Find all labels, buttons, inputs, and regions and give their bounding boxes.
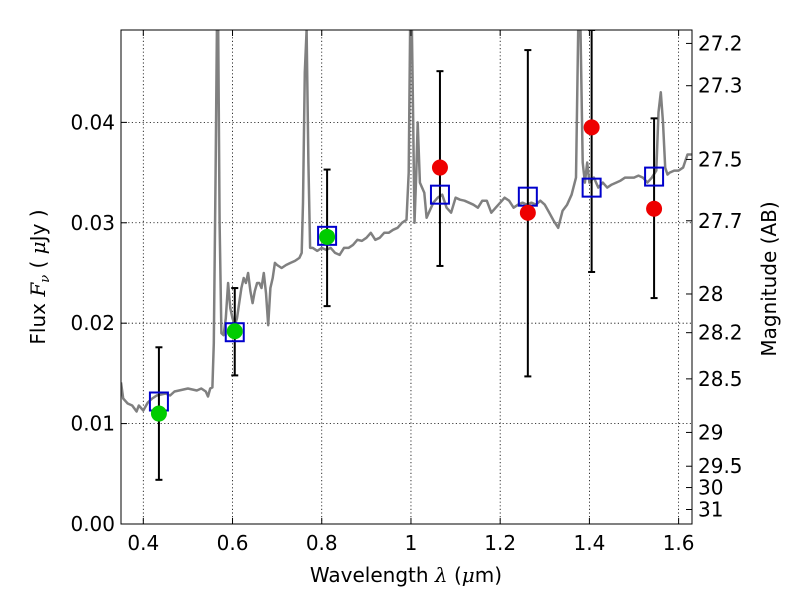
x-axis-title-text: Wavelength	[310, 563, 429, 587]
detection-point	[319, 228, 336, 245]
x-tick-label: 1	[405, 531, 418, 555]
y2-tick-label: 28	[698, 282, 723, 306]
y-axis-title: Flux Fν ( μJy )	[26, 209, 53, 344]
model-point-square	[429, 184, 450, 205]
plot-area	[121, 30, 692, 481]
x-axis-title: Wavelength λ (μm)	[310, 563, 502, 587]
x-tick-label: 0.8	[306, 531, 338, 555]
axis-ticks: 0.4 0.6 0.8 1 1.2 1.4 1.6 0.00 0.01 0.02 0.03 0.04 2…	[70, 30, 743, 555]
upper-limit-point	[583, 119, 600, 136]
x-tick-label: 1.6	[663, 531, 695, 555]
x-axis-title-unit-open: (	[448, 563, 462, 587]
upper-limit-point	[431, 159, 448, 176]
upper-limit-point	[646, 200, 663, 217]
y2-tick-label: 31	[698, 497, 723, 521]
y-axis-title-subscript: ν	[38, 275, 53, 283]
y-tick-label: 0.03	[70, 211, 115, 235]
y-axis-title-text: Flux	[26, 303, 50, 345]
y-axis-title-unit-open: (	[26, 261, 50, 269]
x-axis-title-symbol: λ	[434, 563, 448, 587]
model-point-square	[644, 166, 665, 187]
y2-tick-label: 27.3	[698, 74, 743, 98]
y-tick-label: 0.04	[70, 110, 115, 134]
x-tick-label: 0.4	[127, 531, 159, 555]
y-tick-label: 0.02	[70, 311, 115, 335]
y2-tick-label: 27.2	[698, 31, 743, 55]
x-tick-label: 1.2	[484, 531, 516, 555]
y-tick-label: 0.01	[70, 412, 115, 436]
detection-point	[150, 405, 167, 422]
x-tick-label: 1.4	[573, 531, 605, 555]
plot-frame	[120, 29, 693, 525]
y2-tick-label: 30	[698, 476, 723, 500]
x-axis-title-unit-mu: μ	[462, 563, 475, 587]
y2-tick-label: 28.2	[698, 321, 743, 345]
y2-tick-label: 29.5	[698, 454, 743, 478]
y2-tick-label: 27.5	[698, 147, 743, 171]
y2-tick-label: 29	[698, 420, 723, 444]
x-axis-title-unit-close: m)	[475, 563, 502, 587]
y-axis-title-symbol: F	[26, 282, 50, 298]
upper-limit-point	[519, 204, 536, 221]
y-axis-title-unit-mu: μ	[26, 241, 50, 254]
model-point-square	[581, 177, 602, 198]
spectrum-line	[121, 30, 692, 413]
y-axis-title-unit-close: Jy )	[26, 209, 50, 243]
grid	[121, 30, 692, 525]
y-tick-label: 0.00	[70, 512, 115, 536]
detection-point	[226, 323, 243, 340]
x-tick-label: 0.6	[217, 531, 249, 555]
y2-tick-label: 27.7	[698, 209, 743, 233]
y2-tick-label: 28.5	[698, 367, 743, 391]
y2-axis-title: Magnitude (AB)	[757, 201, 781, 356]
plot-series	[121, 30, 692, 481]
